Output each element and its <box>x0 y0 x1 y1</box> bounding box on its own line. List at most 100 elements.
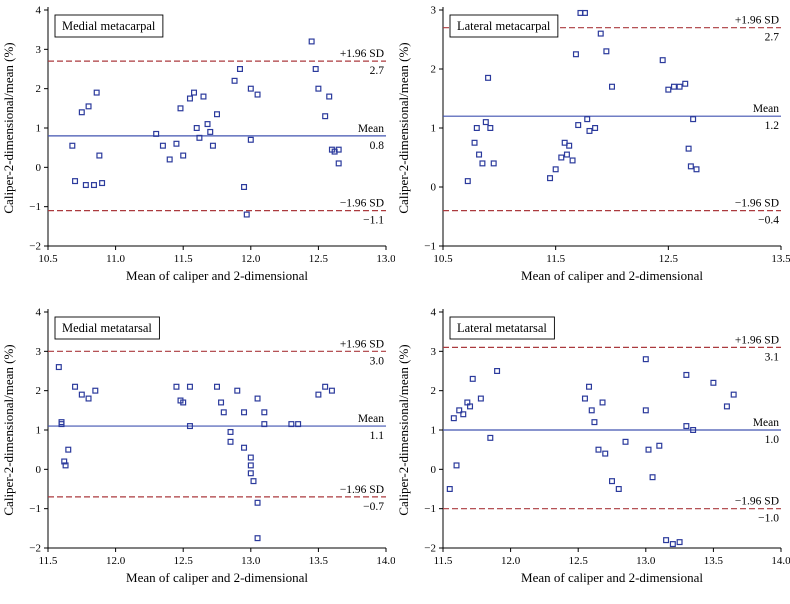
upper-loa-line-label: +1.96 SD <box>340 338 384 350</box>
data-point <box>460 411 467 418</box>
data-point <box>487 124 494 131</box>
chart-svg: −1 0 1 2 3 10.5 11.5 12.5 13.5 +1.96 SD 2.7 Mean 1.2… <box>396 5 790 284</box>
chart-panel-medial-metatarsal: −2 −1 0 1 2 3 4 11.5 12.0 12.5 13.0 13.5 14.0 +1.96 S… <box>0 302 395 604</box>
data-point <box>683 423 690 430</box>
y-tick-label: 0 <box>36 162 42 174</box>
data-point <box>693 166 700 173</box>
data-point <box>72 178 79 185</box>
data-point <box>473 124 480 131</box>
upper-loa-line-value: 3.1 <box>765 351 780 363</box>
mean-line-value: 1.0 <box>765 434 780 446</box>
chart-svg: −2 −1 0 1 2 3 4 10.5 11.0 11.5 12.0 12.5 13.0 +1.96 S… <box>1 5 395 284</box>
data-point <box>61 458 68 465</box>
data-point <box>456 407 463 414</box>
y-tick-label: −1 <box>29 201 41 213</box>
data-point <box>476 151 483 158</box>
data-point <box>453 462 460 469</box>
data-point <box>581 9 588 16</box>
chart-svg: −2 −1 0 1 2 3 4 11.5 12.0 12.5 13.0 13.5 14.0 +1.96 S… <box>396 307 790 586</box>
data-point <box>186 383 193 390</box>
data-point <box>690 116 697 123</box>
y-axis-title: Caliper-2-dimensional/mean (%) <box>1 344 16 515</box>
data-point <box>682 80 689 87</box>
data-point <box>676 83 683 90</box>
data-point <box>609 83 616 90</box>
data-point <box>322 383 329 390</box>
y-tick-label: 0 <box>431 182 437 194</box>
data-point <box>563 151 570 158</box>
x-tick-label: 11.5 <box>546 253 565 265</box>
data-point <box>62 462 69 469</box>
y-tick-label: 1 <box>431 123 437 135</box>
data-point <box>250 478 257 485</box>
data-point <box>685 145 692 152</box>
lower-loa-line-value: −1.1 <box>363 215 384 227</box>
data-point <box>177 105 184 112</box>
data-point <box>247 470 254 477</box>
data-point <box>180 152 187 159</box>
x-tick-label: 12.5 <box>309 253 329 265</box>
x-tick-label: 11.5 <box>39 555 58 567</box>
data-point <box>218 399 225 406</box>
data-point <box>335 146 342 153</box>
data-point <box>214 383 221 390</box>
data-point <box>200 93 207 100</box>
y-tick-label: 1 <box>431 425 437 437</box>
data-point <box>196 134 203 141</box>
data-point <box>642 356 649 363</box>
mean-line-label: Mean <box>358 413 384 425</box>
data-point <box>676 539 683 546</box>
data-point <box>485 74 492 81</box>
data-point <box>96 152 103 159</box>
data-point <box>322 113 329 120</box>
y-tick-label: 0 <box>431 464 437 476</box>
upper-loa-line-value: 3.0 <box>370 355 385 367</box>
data-point <box>586 383 593 390</box>
data-point <box>690 426 697 433</box>
data-point <box>247 136 254 143</box>
panel-title-box <box>54 14 164 38</box>
upper-loa-line-label: +1.96 SD <box>735 334 779 346</box>
data-point <box>659 57 666 64</box>
upper-loa-line-label: +1.96 SD <box>340 48 384 60</box>
y-tick-label: 4 <box>36 307 42 319</box>
y-tick-label: 3 <box>36 44 42 56</box>
y-tick-label: −2 <box>424 543 436 555</box>
data-point <box>180 399 187 406</box>
data-point <box>569 157 576 164</box>
data-point <box>288 421 295 428</box>
lower-loa-line-label: −1.96 SD <box>735 198 779 210</box>
lower-loa-line-value: −0.7 <box>363 501 384 513</box>
chart-panel-lateral-metatarsal: −2 −1 0 1 2 3 4 11.5 12.0 12.5 13.0 13.5 14.0 +1.96 S… <box>395 302 790 604</box>
data-point <box>683 371 690 378</box>
data-point <box>193 124 200 131</box>
data-point <box>469 375 476 382</box>
y-tick-label: 3 <box>36 346 42 358</box>
data-point <box>572 51 579 58</box>
data-point <box>254 91 261 98</box>
data-point <box>254 535 261 542</box>
data-point <box>186 423 193 430</box>
data-point <box>186 95 193 102</box>
x-tick-label: 11.5 <box>174 253 193 265</box>
data-point <box>85 103 92 110</box>
x-tick-label: 13.0 <box>636 555 656 567</box>
data-point <box>173 383 180 390</box>
x-axis-title: Mean of caliper and 2-dimensional <box>126 570 308 585</box>
data-point <box>665 86 672 93</box>
y-tick-label: 4 <box>36 5 42 17</box>
mean-line-value: 1.1 <box>370 430 385 442</box>
mean-line-label: Mean <box>753 103 779 115</box>
data-point <box>669 541 676 548</box>
data-point <box>72 383 79 390</box>
data-point <box>58 421 65 428</box>
data-point <box>220 409 227 416</box>
data-point <box>166 156 173 163</box>
data-point <box>69 142 76 149</box>
data-point <box>490 160 497 167</box>
x-axis-title: Mean of caliper and 2-dimensional <box>521 268 703 283</box>
data-point <box>471 139 478 146</box>
data-point <box>687 163 694 170</box>
y-tick-label: 3 <box>431 5 437 17</box>
data-point <box>328 387 335 394</box>
